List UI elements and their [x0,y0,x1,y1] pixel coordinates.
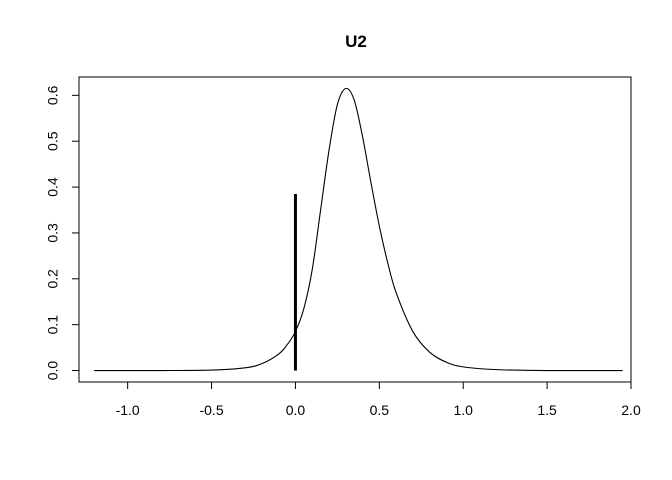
x-tick-label: 0.5 [370,402,390,418]
y-tick-label: 0.2 [45,269,61,289]
y-tick-label: 0.4 [45,177,61,197]
x-tick-label: 1.5 [537,402,557,418]
y-tick-label: 0.1 [45,315,61,335]
x-tick-label: 0.0 [286,402,306,418]
chart-title: U2 [345,32,367,51]
y-tick-label: 0.0 [45,361,61,381]
x-tick-label: 2.0 [621,402,641,418]
y-tick-label: 0.6 [45,85,61,105]
y-tick-label: 0.3 [45,223,61,243]
plot-frame [78,76,632,383]
y-tick-label: 0.5 [45,131,61,151]
x-tick-label: -0.5 [199,402,223,418]
density-curve [94,87,623,372]
x-tick-label: 1.0 [453,402,473,418]
x-axis: -1.0 -0.5 0.0 0.5 1.0 1.5 2.0 [116,381,641,418]
x-tick-label: -1.0 [116,402,140,418]
y-axis: 0.0 0.1 0.2 0.3 0.4 0.5 0.6 [45,85,80,381]
